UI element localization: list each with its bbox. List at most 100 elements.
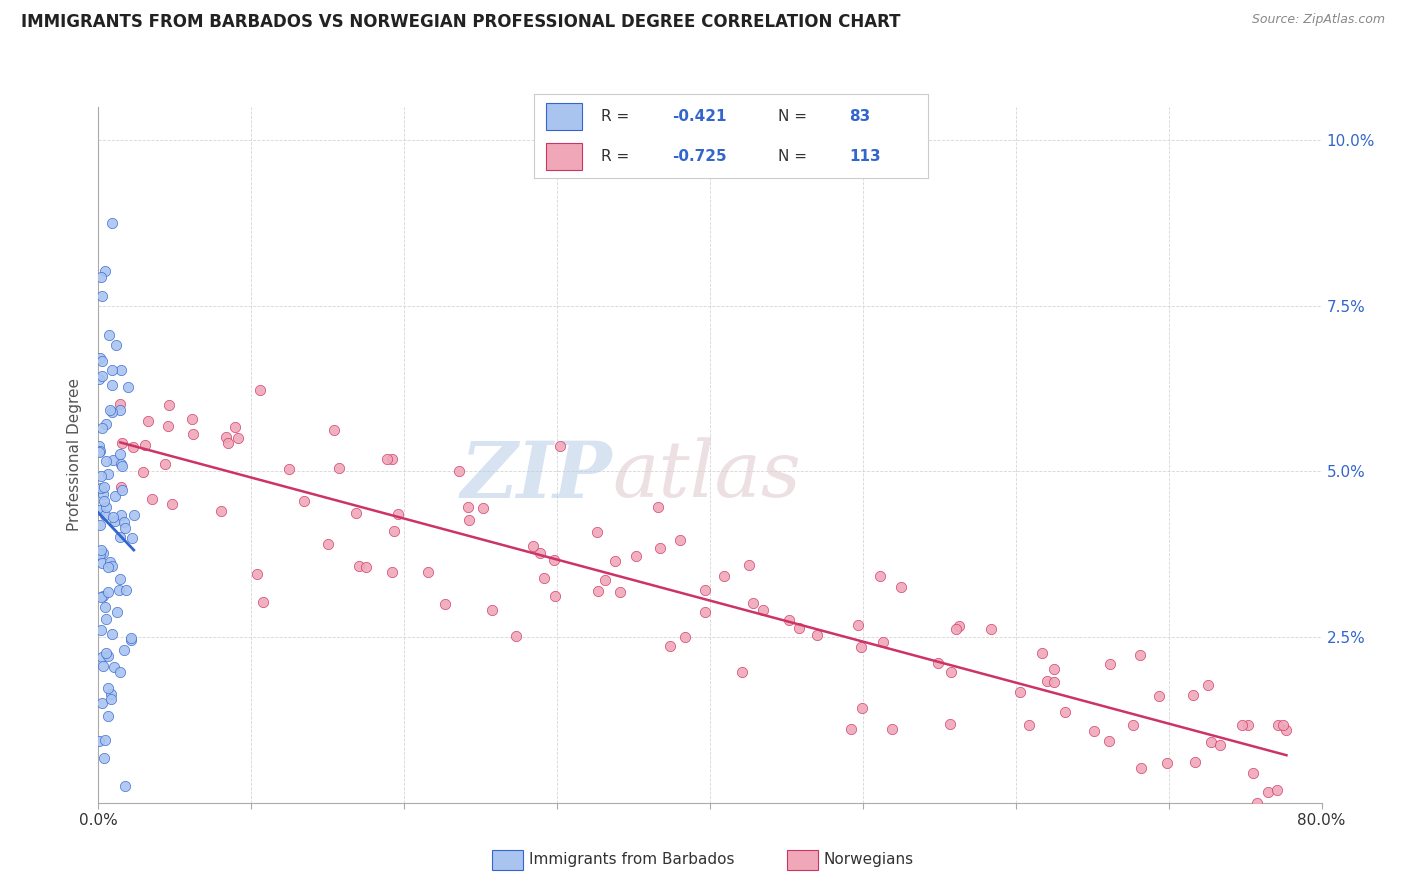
Point (87, 444, 110, 458)
Point (93, 487, 115, 501)
Text: -0.725: -0.725 (672, 149, 727, 164)
Point (249, 383, 271, 397)
Point (226, 431, 249, 445)
Text: R =: R = (602, 109, 634, 124)
Point (1199, 735, 1222, 749)
Point (103, 509, 125, 524)
Point (160, 497, 183, 511)
Text: R =: R = (602, 149, 634, 164)
Point (93, 546, 115, 560)
Point (851, 701, 873, 715)
Point (457, 500, 479, 515)
Point (159, 398, 181, 412)
Text: atlas: atlas (612, 438, 801, 514)
Point (246, 566, 269, 581)
Point (87, 734, 110, 748)
Point (110, 362, 132, 376)
Point (731, 665, 754, 679)
Point (181, 412, 204, 426)
Point (752, 603, 775, 617)
Point (1265, 782, 1288, 797)
Point (91, 368, 114, 383)
Point (648, 541, 671, 555)
Point (945, 622, 967, 636)
Point (693, 605, 716, 619)
Point (1156, 756, 1178, 770)
Point (111, 435, 134, 450)
Point (97, 648, 120, 663)
Text: 113: 113 (849, 149, 880, 164)
Point (108, 665, 131, 680)
Point (101, 559, 124, 574)
Point (111, 483, 134, 498)
Point (93, 732, 115, 747)
Point (1098, 734, 1121, 748)
Point (93, 493, 115, 508)
Point (458, 513, 481, 527)
Point (103, 453, 125, 467)
Point (94, 508, 117, 523)
Point (586, 524, 609, 539)
Point (693, 582, 716, 597)
Point (108, 572, 131, 586)
Text: IMMIGRANTS FROM BARBADOS VS NORWEGIAN PROFESSIONAL DEGREE CORRELATION CHART: IMMIGRANTS FROM BARBADOS VS NORWEGIAN PR… (21, 13, 901, 31)
Point (472, 500, 495, 515)
Point (344, 506, 367, 520)
Point (94, 500, 117, 514)
Point (1147, 690, 1170, 704)
Point (1184, 756, 1206, 770)
Point (121, 440, 143, 454)
Point (533, 570, 555, 584)
Point (94, 454, 117, 468)
Point (90, 481, 112, 495)
Point (181, 427, 204, 442)
Point (1182, 689, 1205, 703)
Point (529, 546, 551, 560)
Point (108, 403, 131, 417)
Point (89, 351, 111, 366)
Point (1232, 718, 1254, 732)
Point (156, 419, 179, 434)
Point (980, 623, 1002, 637)
Point (90, 543, 112, 558)
Point (1246, 796, 1268, 810)
Point (97, 327, 120, 342)
Point (98, 555, 121, 569)
Point (1275, 723, 1298, 738)
Point (94, 417, 117, 431)
Point (105, 605, 128, 619)
Point (544, 589, 567, 603)
Point (890, 580, 912, 594)
Point (101, 627, 124, 641)
Point (1031, 646, 1053, 660)
Point (1271, 718, 1294, 732)
Point (377, 452, 399, 467)
Bar (546, 143, 582, 169)
Point (153, 458, 176, 472)
Point (104, 489, 127, 503)
Point (849, 640, 872, 655)
Point (939, 717, 962, 731)
Point (98, 402, 121, 417)
Point (101, 404, 124, 418)
Point (347, 559, 370, 574)
Point (294, 494, 316, 508)
Point (97, 467, 120, 482)
Point (94, 264, 117, 278)
Point (110, 457, 132, 471)
Point (104, 514, 127, 528)
Point (90, 696, 112, 710)
Point (94, 612, 117, 626)
Point (89, 547, 111, 561)
Point (105, 338, 128, 352)
Point (120, 632, 142, 647)
Point (115, 582, 138, 597)
Point (673, 630, 696, 644)
Point (224, 420, 246, 434)
Point (110, 508, 132, 522)
Point (110, 397, 132, 411)
Point (100, 692, 122, 706)
Point (738, 558, 761, 572)
Point (603, 553, 626, 567)
Point (96, 646, 118, 660)
